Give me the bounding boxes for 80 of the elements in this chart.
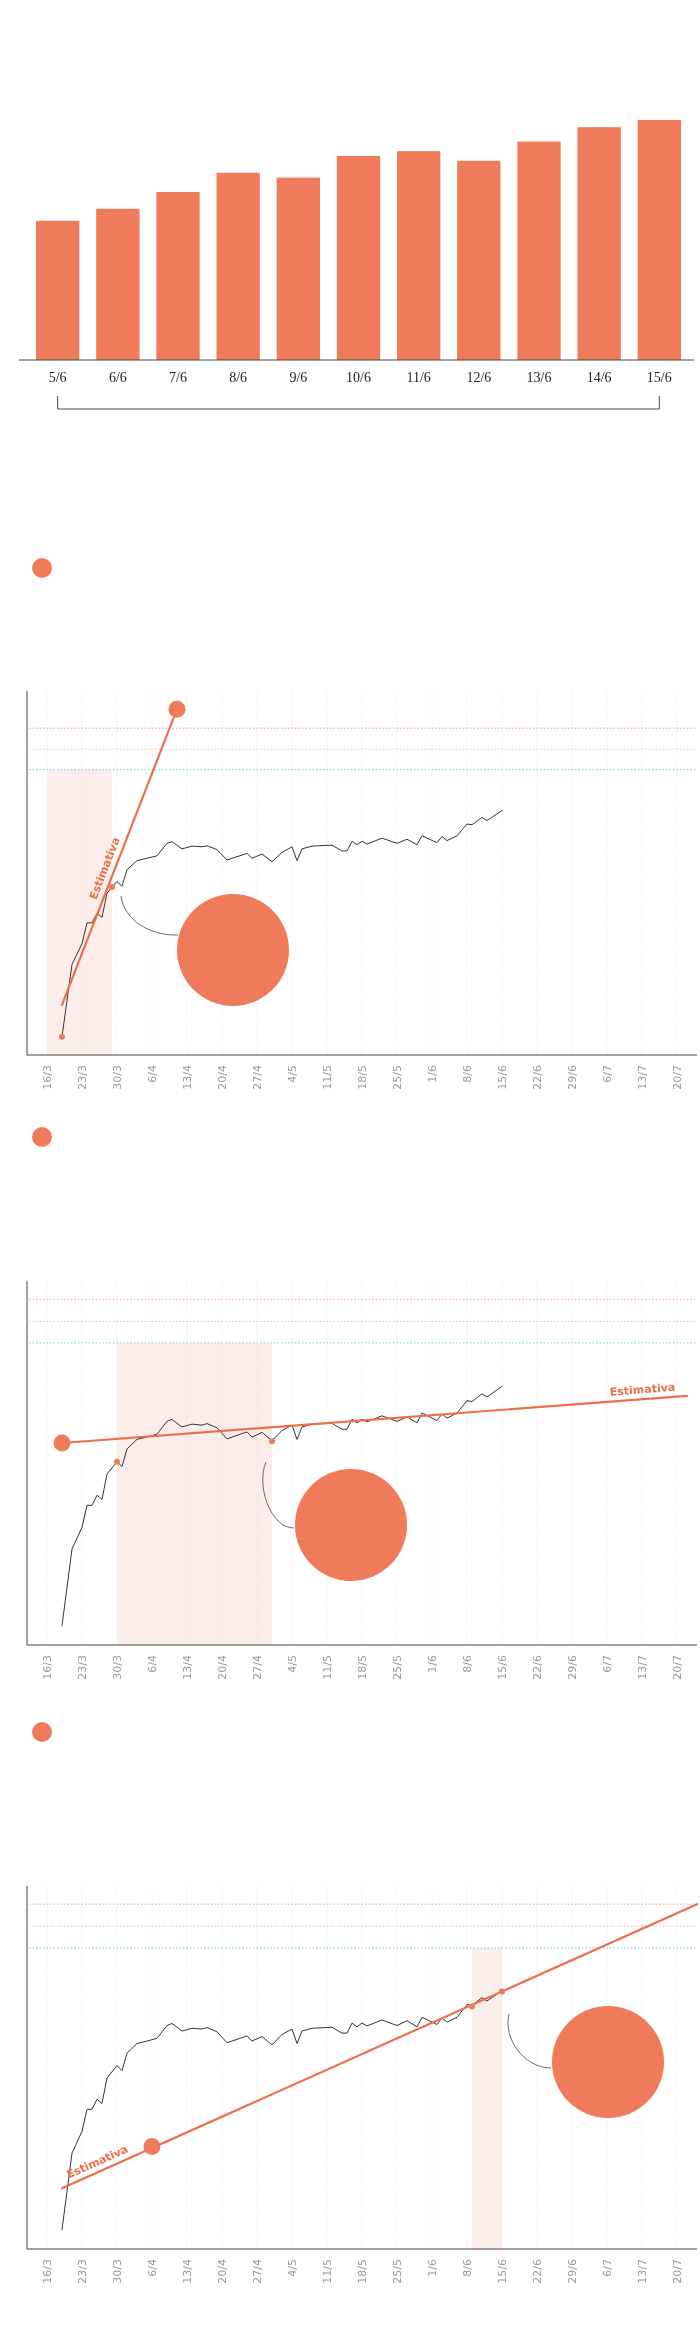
x-tick-label: 27/4 bbox=[251, 1065, 264, 1090]
x-tick-label: 18/5 bbox=[356, 1065, 369, 1090]
x-tick-label: 23/3 bbox=[76, 1655, 89, 1680]
bar bbox=[216, 172, 260, 360]
bar bbox=[276, 177, 320, 360]
x-tick-label: 18/5 bbox=[356, 2259, 369, 2284]
x-tick-label: 6/7 bbox=[601, 1065, 614, 1083]
x-tick-label: 8/6 bbox=[229, 370, 248, 385]
x-tick-label: 27/4 bbox=[251, 2259, 264, 2284]
x-tick-label: 4/5 bbox=[286, 2259, 299, 2277]
x-tick-label: 13/7 bbox=[636, 1065, 649, 1090]
x-tick-label: 11/5 bbox=[321, 2259, 334, 2284]
x-tick-label: 9/6 bbox=[289, 370, 308, 385]
x-tick-label: 4/5 bbox=[286, 1065, 299, 1083]
x-tick-label: 13/7 bbox=[636, 2259, 649, 2284]
x-tick-label: 30/3 bbox=[111, 1655, 124, 1680]
x-tick-label: 13/7 bbox=[636, 1655, 649, 1680]
x-tick-label: 13/6 bbox=[526, 370, 552, 385]
x-tick-label: 20/7 bbox=[671, 2259, 684, 2284]
x-tick-label: 25/5 bbox=[391, 2259, 404, 2284]
x-tick-label: 12/6 bbox=[466, 370, 492, 385]
x-tick-label: 1/6 bbox=[426, 2259, 439, 2277]
bar bbox=[36, 220, 80, 360]
x-tick-label: 18/5 bbox=[356, 1655, 369, 1680]
x-tick-label: 8/6 bbox=[461, 1655, 474, 1673]
x-tick-label: 25/5 bbox=[391, 1655, 404, 1680]
x-tick-label: 1/6 bbox=[426, 1065, 439, 1083]
x-tick-label: 6/7 bbox=[601, 1655, 614, 1673]
x-tick-label: 20/7 bbox=[671, 1065, 684, 1090]
x-tick-label: 13/4 bbox=[181, 1655, 194, 1680]
x-tick-label: 29/6 bbox=[566, 1655, 579, 1680]
x-tick-label: 15/6 bbox=[496, 1065, 509, 1090]
x-tick-label: 30/3 bbox=[111, 2259, 124, 2284]
x-tick-label: 30/3 bbox=[111, 1065, 124, 1090]
x-tick-label: 5/6 bbox=[48, 370, 67, 385]
x-tick-label: 29/6 bbox=[566, 2259, 579, 2284]
x-tick-label: 22/6 bbox=[531, 1655, 544, 1680]
bar bbox=[577, 127, 621, 360]
x-tick-label: 1/6 bbox=[426, 1655, 439, 1673]
x-tick-label: 6/6 bbox=[108, 370, 127, 385]
x-tick-label: 6/7 bbox=[601, 2259, 614, 2277]
x-tick-label: 6/4 bbox=[146, 1655, 159, 1673]
x-tick-label: 27/4 bbox=[251, 1655, 264, 1680]
bar bbox=[517, 141, 561, 360]
x-tick-label: 20/4 bbox=[216, 2259, 229, 2284]
x-tick-label: 6/4 bbox=[146, 2259, 159, 2277]
bar bbox=[397, 151, 441, 360]
x-tick-label: 4/5 bbox=[286, 1655, 299, 1673]
x-tick-label: 16/3 bbox=[41, 2259, 54, 2284]
x-tick-label: 11/6 bbox=[406, 370, 431, 385]
x-tick-label: 8/6 bbox=[461, 2259, 474, 2277]
bar bbox=[96, 208, 140, 360]
x-tick-label: 20/7 bbox=[671, 1655, 684, 1680]
x-tick-label: 22/6 bbox=[531, 2259, 544, 2284]
x-tick-label: 11/5 bbox=[321, 1065, 334, 1090]
x-tick-label: 6/4 bbox=[146, 1065, 159, 1083]
bar bbox=[457, 160, 501, 360]
x-tick-label: 7/6 bbox=[169, 370, 187, 385]
x-tick-label: 13/4 bbox=[181, 1065, 194, 1090]
x-tick-label: 25/5 bbox=[391, 1065, 404, 1090]
bar bbox=[336, 156, 381, 360]
bar bbox=[156, 192, 200, 360]
series-label: Estimativa bbox=[609, 1380, 676, 1399]
x-tick-label: 10/6 bbox=[346, 370, 371, 385]
x-tick-label: 11/5 bbox=[321, 1655, 334, 1680]
bar bbox=[637, 120, 681, 360]
x-tick-label: 8/6 bbox=[461, 1065, 474, 1083]
x-tick-label: 13/4 bbox=[181, 2259, 194, 2284]
x-tick-label: 16/3 bbox=[41, 1655, 54, 1680]
x-tick-label: 20/4 bbox=[216, 1655, 229, 1680]
x-tick-label: 15/6 bbox=[496, 2259, 509, 2284]
x-tick-label: 22/6 bbox=[531, 1065, 544, 1090]
x-tick-label: 15/6 bbox=[646, 370, 672, 385]
x-tick-label: 15/6 bbox=[496, 1655, 509, 1680]
x-tick-label: 23/3 bbox=[76, 2259, 89, 2284]
x-tick-label: 23/3 bbox=[76, 1065, 89, 1090]
x-tick-label: 14/6 bbox=[586, 370, 612, 385]
x-tick-label: 29/6 bbox=[566, 1065, 579, 1090]
x-tick-label: 20/4 bbox=[216, 1065, 229, 1090]
x-tick-label: 16/3 bbox=[41, 1065, 54, 1090]
